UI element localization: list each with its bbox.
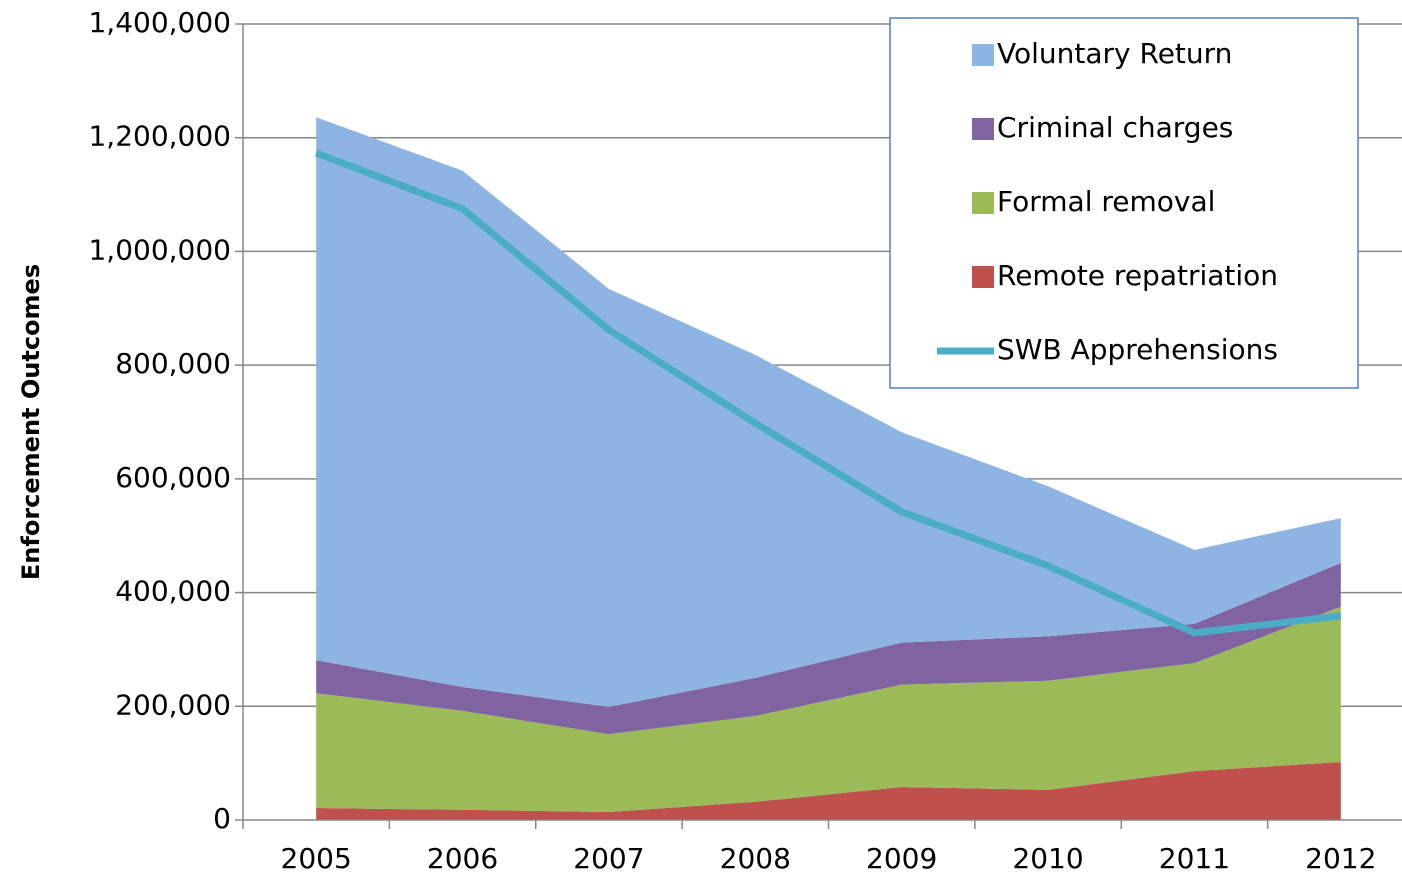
y-tick-label: 1,000,000: [88, 233, 231, 266]
legend-swatch: [972, 266, 994, 288]
area: [316, 606, 1341, 813]
x-tick-label: 2009: [866, 842, 937, 875]
legend: Voluntary Return Criminal charges Formal r…: [889, 17, 1359, 389]
legend-label: Criminal charges: [997, 111, 1233, 144]
area: [316, 117, 1341, 707]
y-tick-label: 200,000: [115, 688, 231, 721]
x-tick-label: 2005: [281, 842, 352, 875]
x-tick-label: 2011: [1159, 842, 1230, 875]
y-axis-label: Enforcement Outcomes: [17, 264, 45, 580]
x-tick-label: 2008: [720, 842, 791, 875]
area: [316, 563, 1341, 735]
y-tick-label: 1,400,000: [88, 6, 231, 39]
legend-swatch: [972, 118, 994, 140]
line: [314, 149, 1342, 637]
x-tick-label: 2012: [1305, 842, 1376, 875]
y-tick-label: 800,000: [115, 347, 231, 380]
y-tick-label: 600,000: [115, 461, 231, 494]
x-tick-label: 2010: [1012, 842, 1083, 875]
y-tick-label: 400,000: [115, 575, 231, 608]
y-tick-label: 1,200,000: [88, 120, 231, 153]
legend-label: Formal removal: [997, 185, 1215, 218]
area: [316, 762, 1341, 820]
legend-swatch: [972, 192, 994, 214]
x-tick-label: 2006: [427, 842, 498, 875]
y-tick-label: 0: [213, 802, 231, 835]
legend-label: Remote repatriation: [997, 259, 1278, 292]
legend-swatch: [972, 44, 994, 66]
legend-label: Voluntary Return: [997, 37, 1232, 70]
legend-box: [889, 17, 1359, 389]
x-tick-label: 2007: [573, 842, 644, 875]
legend-label: SWB Apprehensions: [997, 333, 1278, 366]
